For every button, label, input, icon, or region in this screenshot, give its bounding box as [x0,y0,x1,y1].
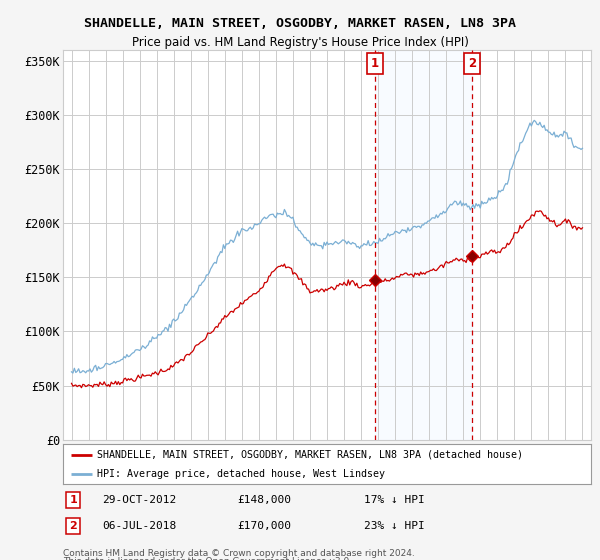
Text: 1: 1 [70,495,77,505]
Text: SHANDELLE, MAIN STREET, OSGODBY, MARKET RASEN, LN8 3PA: SHANDELLE, MAIN STREET, OSGODBY, MARKET … [84,17,516,30]
Bar [375,50,472,440]
Text: 17% ↓ HPI: 17% ↓ HPI [364,495,425,505]
Text: £170,000: £170,000 [237,521,291,531]
Text: 06-JUL-2018: 06-JUL-2018 [103,521,177,531]
Text: £148,000: £148,000 [237,495,291,505]
Text: Price paid vs. HM Land Registry's House Price Index (HPI): Price paid vs. HM Land Registry's House … [131,36,469,49]
Text: SHANDELLE, MAIN STREET, OSGODBY, MARKET RASEN, LN8 3PA (detached house): SHANDELLE, MAIN STREET, OSGODBY, MARKET … [97,450,523,460]
Text: 1: 1 [371,57,379,70]
Text: 2: 2 [70,521,77,531]
Text: Contains HM Land Registry data © Crown copyright and database right 2024.: Contains HM Land Registry data © Crown c… [63,549,415,558]
Text: 2: 2 [468,57,476,70]
Text: 29-OCT-2012: 29-OCT-2012 [103,495,177,505]
Text: HPI: Average price, detached house, West Lindsey: HPI: Average price, detached house, West… [97,469,385,479]
Text: 23% ↓ HPI: 23% ↓ HPI [364,521,425,531]
Text: This data is licensed under the Open Government Licence v3.0.: This data is licensed under the Open Gov… [63,557,352,560]
